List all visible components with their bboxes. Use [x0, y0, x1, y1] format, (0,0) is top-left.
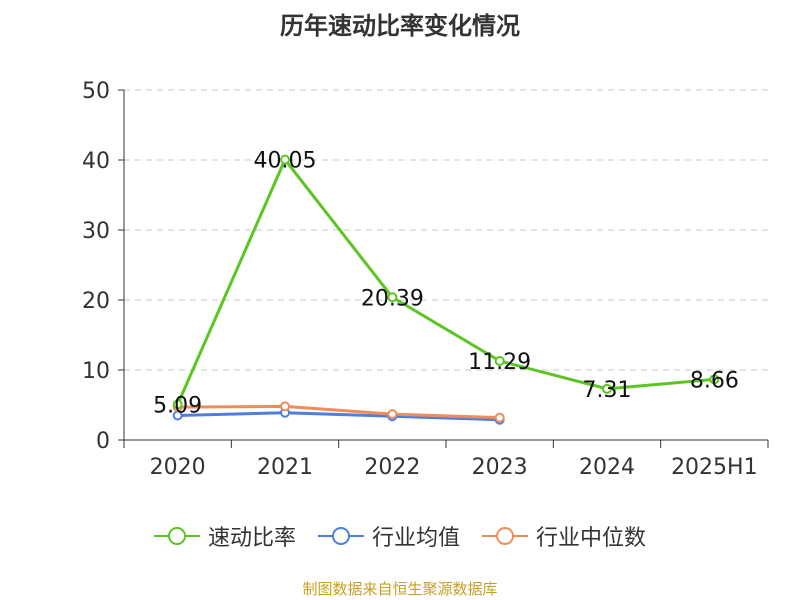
data-point	[387, 292, 398, 303]
legend-swatch-icon	[482, 527, 528, 545]
series-line	[177, 411, 500, 422]
data-point	[494, 412, 505, 423]
data-source-note: 制图数据来自恒生聚源数据库	[302, 580, 498, 598]
data-labels: 5.09 40.05 20.39 11.29 7.31 8.66	[153, 149, 739, 419]
x-tick-label: 2021	[257, 455, 313, 480]
series-line	[177, 404, 500, 420]
y-tick-label: 20	[82, 289, 110, 314]
y-tick-label: 40	[82, 149, 110, 174]
x-tick-label: 2023	[472, 455, 528, 480]
data-point	[709, 374, 720, 385]
chart-title: 历年速动比率变化情况	[280, 12, 520, 40]
data-label: 5.09	[153, 393, 202, 418]
data-point	[387, 409, 398, 420]
data-point	[494, 355, 505, 366]
legend-item-quick-ratio[interactable]: 速动比率	[153, 520, 296, 552]
x-tick-label: 2020	[150, 455, 206, 480]
y-tick-label: 10	[82, 359, 110, 384]
legend-label: 行业中位数	[536, 526, 647, 551]
legend-swatch-icon	[153, 527, 200, 545]
x-tick-label: 2024	[579, 455, 635, 480]
data-label: 40.05	[254, 149, 317, 174]
legend-label: 行业均值	[371, 526, 460, 551]
data-point	[172, 399, 183, 410]
series-lines	[172, 154, 720, 425]
y-tick-label: 30	[82, 219, 110, 244]
series-line	[176, 158, 715, 405]
legend-label: 速动比率	[207, 526, 296, 551]
x-tick-label: 2022	[364, 455, 420, 480]
data-label: 20.39	[361, 286, 424, 311]
data-label: 7.31	[583, 378, 632, 403]
legend: 速动比率 行业均值 行业中位数	[0, 520, 800, 552]
legend-item-industry-median[interactable]: 行业中位数	[482, 520, 646, 552]
y-tick-label: 0	[96, 429, 110, 454]
y-tick-label: 50	[82, 79, 110, 104]
data-point	[280, 154, 290, 165]
data-label: 11.29	[468, 350, 531, 375]
legend-swatch-icon	[317, 527, 364, 545]
axes: 0 10 20 30 40 50 2020 2021 2022 2023 2024 2025H1	[82, 79, 769, 480]
gridlines	[124, 89, 768, 371]
x-tick-label: 2025H1	[671, 455, 758, 480]
data-label: 8.66	[690, 368, 739, 393]
data-point	[602, 383, 612, 394]
data-point	[280, 401, 290, 412]
legend-item-industry-mean[interactable]: 行业均值	[317, 520, 460, 552]
